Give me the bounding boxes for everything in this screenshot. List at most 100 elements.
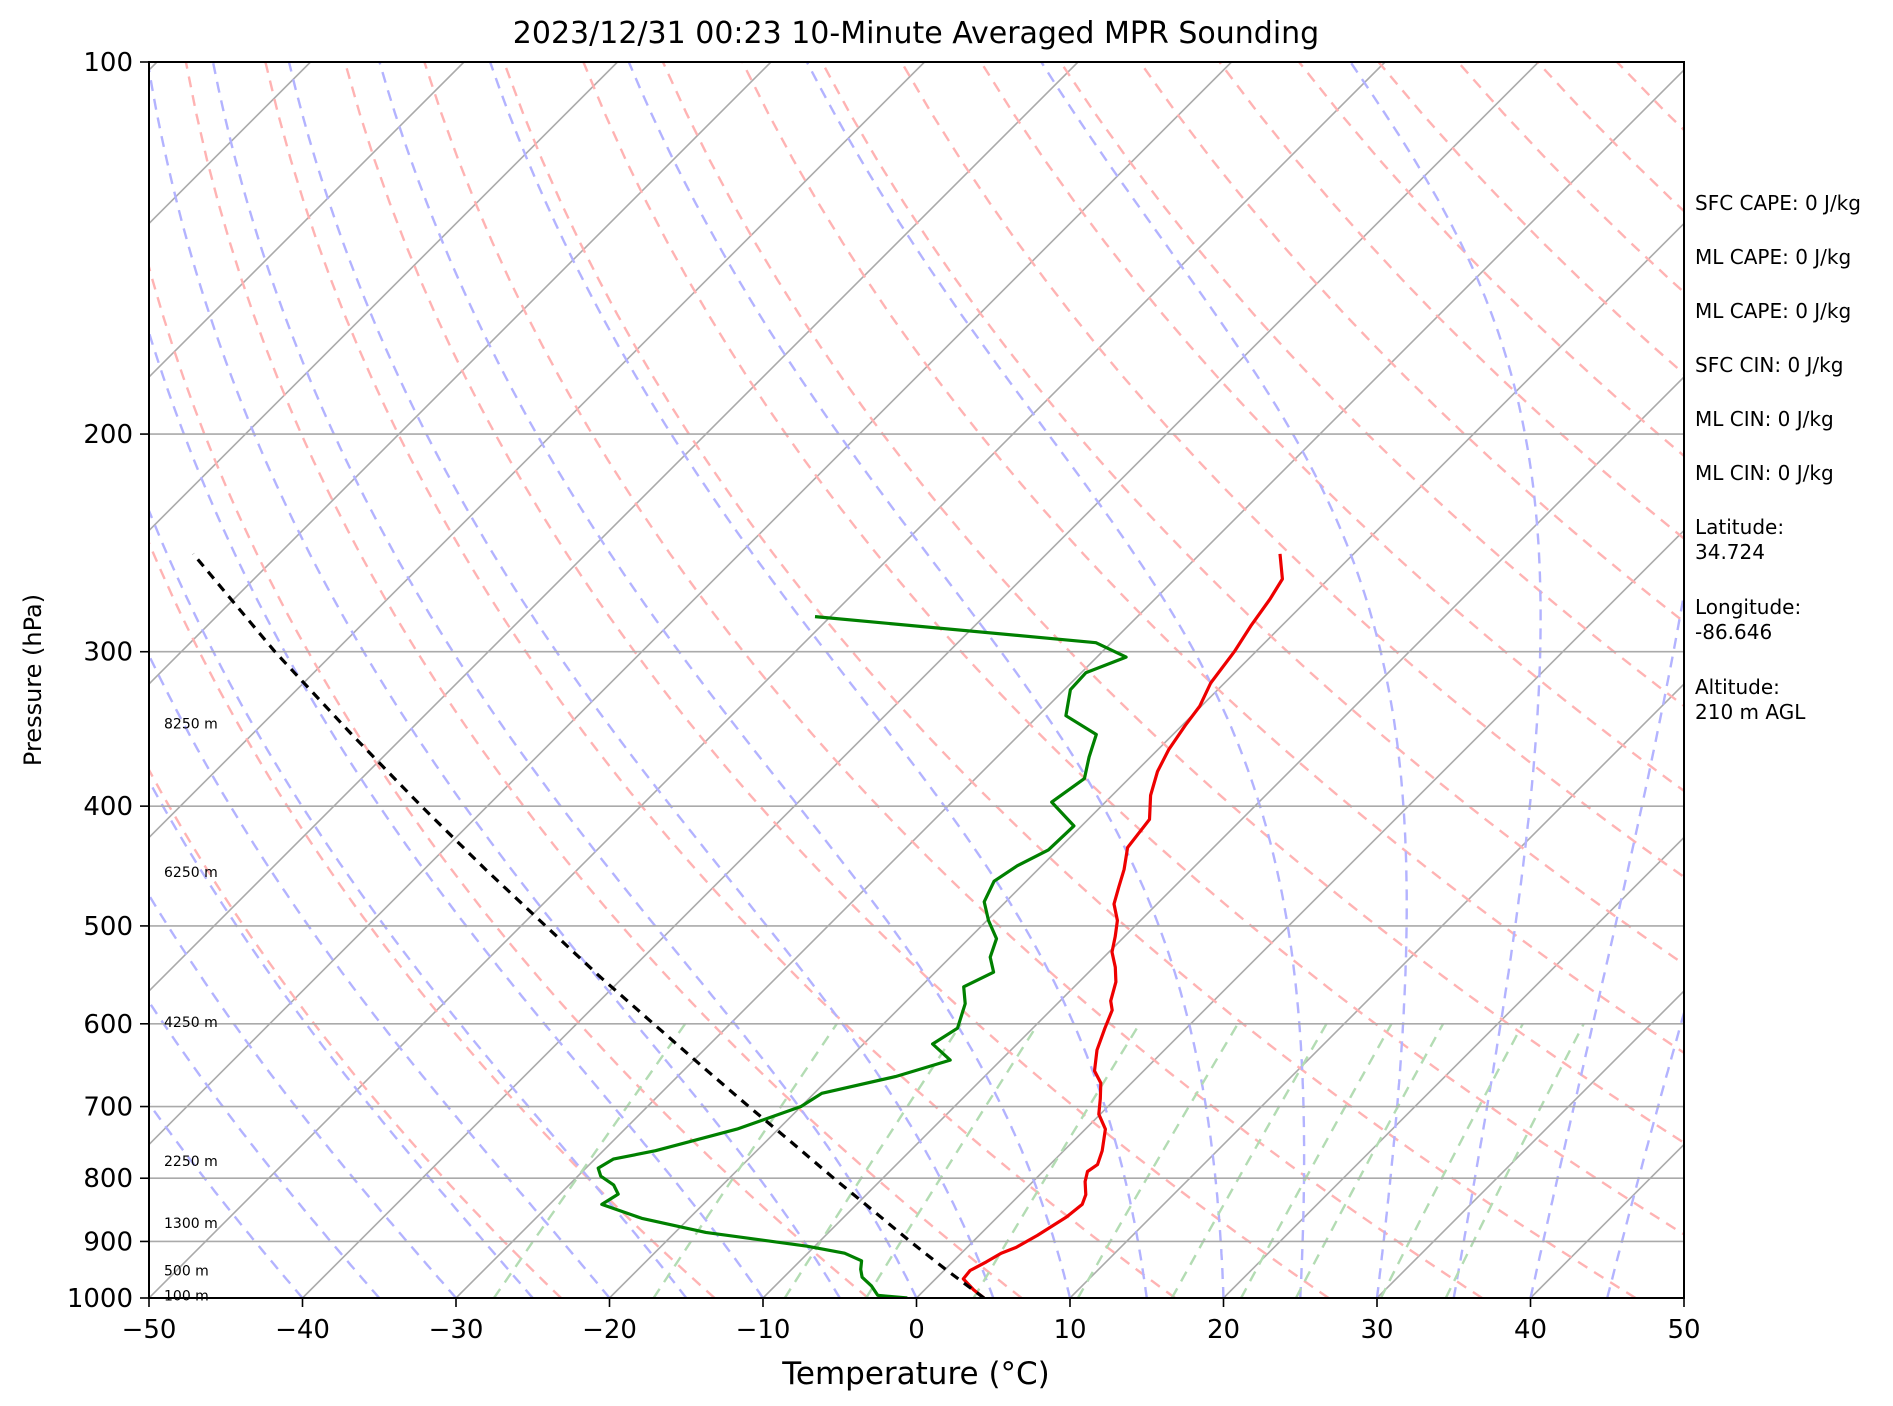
y-axis-label: Pressure (hPa): [19, 594, 47, 766]
y-tick-label: 300: [83, 638, 133, 668]
moist-adiabat-line: [149, 778, 534, 1298]
moist-adiabat-line: [149, 62, 841, 1298]
isotherm-line: [149, 62, 1386, 1298]
chart-title: 2023/12/31 00:23 10-Minute Averaged MPR …: [513, 16, 1319, 51]
moist-adiabat-line: [627, 62, 1225, 1298]
height-label: 1300 m: [164, 1216, 218, 1232]
height-label: 500 m: [164, 1263, 209, 1279]
isotherm-line: [149, 62, 1079, 993]
mixing-ratio-line: [972, 1023, 1141, 1298]
x-tick-label: 0: [908, 1315, 925, 1345]
annotation-text: ML CAPE: 0 J/kg: [1695, 299, 1851, 323]
height-label: 2250 m: [164, 1154, 218, 1170]
dry-adiabat-line: [149, 539, 716, 1298]
y-tick-label: 900: [83, 1227, 133, 1257]
dry-adiabat-line: [423, 62, 1483, 1298]
y-tick-label: 800: [83, 1164, 133, 1194]
isotherm-line: [149, 62, 619, 532]
isotherm-line: [301, 62, 1540, 1298]
x-tick-label: 20: [1207, 1315, 1240, 1345]
dry-adiabat-line: [502, 62, 1637, 1298]
dry-adiabat-line: [741, 62, 1684, 1055]
isotherm-line: [149, 62, 1233, 1146]
background-reference-lines: [0, 62, 1684, 1298]
isotherm-line: [149, 62, 926, 839]
x-tick-label: −50: [122, 1315, 177, 1345]
dry-adiabat-line: [149, 262, 869, 1298]
annotation-text: SFC CIN: 0 J/kg: [1695, 353, 1843, 377]
mixing-ratio-line: [492, 1023, 687, 1298]
moist-adiabat-line: [211, 62, 918, 1298]
annotation-text: Altitude: 210 m AGL: [1695, 675, 1806, 724]
height-label: 6250 m: [164, 865, 218, 881]
annotation-text: Latitude: 34.724: [1695, 515, 1784, 564]
y-axis-ticks: 100 200 300 400 500 600 700 800 900 1000: [67, 48, 149, 1314]
moist-adiabat-line: [488, 62, 1148, 1298]
dry-adiabat-line: [184, 62, 1023, 1298]
plot-frame: [148, 61, 1685, 1299]
y-tick-label: 100: [83, 48, 133, 78]
isobar-gridlines: [149, 433, 1684, 1243]
isotherm-line: [915, 529, 1684, 1298]
annotation-text: ML CAPE: 0 J/kg: [1695, 245, 1851, 269]
dry-adiabat-line: [264, 62, 1176, 1298]
sounding-series-line-0: [961, 553, 1284, 1298]
moist-adiabat-line: [149, 999, 381, 1298]
x-tick-label: 50: [1667, 1315, 1700, 1345]
isotherm-line: [149, 62, 465, 379]
moist-adiabat-line: [149, 328, 764, 1298]
sounding-annotations: SFC CAPE: 0 J/kg ML CAPE: 0 J/kg ML CAPE: …: [1695, 191, 1861, 724]
height-label: 4250 m: [164, 1015, 218, 1031]
moist-adiabat-line: [287, 62, 995, 1298]
y-tick-label: 500: [83, 912, 133, 942]
isotherm-line: [0, 62, 4, 1298]
moist-adiabat-line: [378, 62, 1072, 1298]
height-label: 100 m: [164, 1288, 209, 1304]
dry-adiabat-line: [1059, 62, 1684, 708]
annotation-text: Longitude: -86.646: [1695, 595, 1801, 644]
y-tick-label: 200: [83, 420, 133, 450]
y-tick-label: 1000: [67, 1284, 133, 1314]
isotherm-line: [762, 375, 1684, 1298]
y-tick-label: 400: [83, 792, 133, 822]
x-tick-label: −30: [429, 1315, 484, 1345]
dry-adiabat-line: [149, 767, 562, 1298]
x-tick-label: 40: [1514, 1315, 1547, 1345]
annotation-text: ML CIN: 0 J/kg: [1695, 407, 1834, 431]
x-tick-label: −40: [275, 1315, 330, 1345]
moist-adiabat-line: [149, 893, 457, 1298]
moist-adiabat-line: [149, 652, 611, 1298]
dry-adiabat-line: [661, 62, 1684, 1145]
moist-adiabat-line: [1349, 62, 1542, 1298]
moist-adiabat-line: [1529, 586, 1684, 1298]
sounding-profiles: [191, 552, 1284, 1298]
y-tick-label: 700: [83, 1093, 133, 1123]
sounding-series-line-2: [191, 552, 985, 1298]
x-tick-label: 30: [1360, 1315, 1393, 1345]
isotherm-line: [1376, 989, 1684, 1298]
height-label: 8250 m: [164, 717, 218, 733]
isotherm-line: [455, 68, 1684, 1298]
isotherm-line: [1069, 682, 1684, 1298]
moist-adiabat-line: [805, 62, 1306, 1298]
mixing-ratio-line: [1444, 1023, 1585, 1298]
isotherm-line: [1222, 836, 1684, 1298]
dry-adiabat-line: [1138, 62, 1684, 624]
dry-adiabat-line: [820, 62, 1684, 966]
x-tick-label: −10: [736, 1315, 791, 1345]
isotherm-line: [149, 62, 772, 686]
moist-adiabat-line: [149, 507, 688, 1298]
isotherm-line: [608, 222, 1684, 1298]
sounding-series-line-1: [596, 615, 1128, 1298]
x-tick-label: −20: [582, 1315, 637, 1345]
x-tick-label: 10: [1053, 1315, 1086, 1345]
dry-adiabat-line: [582, 62, 1684, 1236]
annotation-text: ML CIN: 0 J/kg: [1695, 461, 1834, 485]
mixing-ratio-line: [1379, 1023, 1524, 1298]
annotation-text: SFC CAPE: 0 J/kg: [1695, 191, 1861, 215]
mixing-ratio-line: [652, 1023, 838, 1298]
x-axis-label: Temperature (°C): [781, 1356, 1050, 1392]
x-axis-ticks: −50 −40 −30 −20 −10 0 10 20 30 40 50: [122, 1298, 1701, 1345]
dry-adiabat-line: [343, 62, 1330, 1298]
